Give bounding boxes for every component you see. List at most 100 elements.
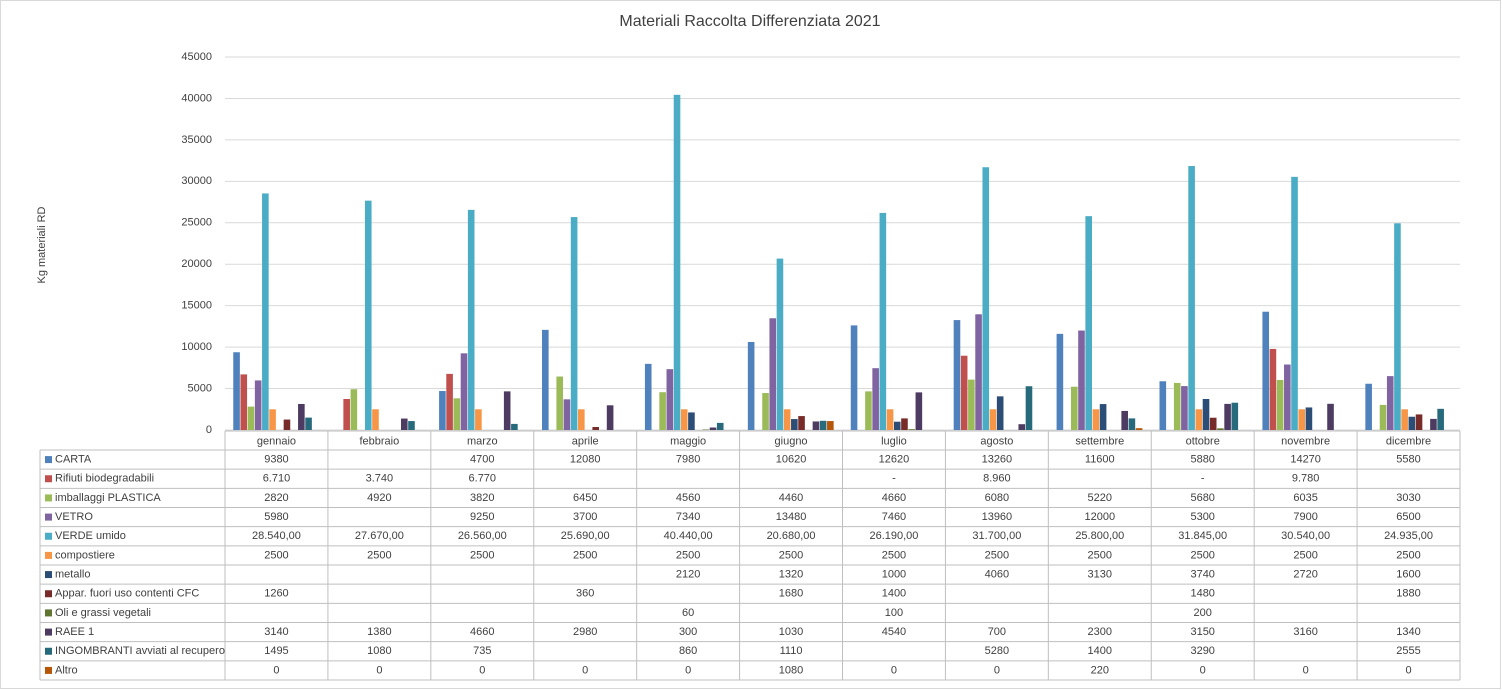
data-label: 13480 bbox=[776, 511, 807, 523]
data-label: 40.440,00 bbox=[664, 530, 713, 542]
data-label: 2500 bbox=[1088, 549, 1112, 561]
data-label: 2980 bbox=[573, 626, 597, 638]
x-tick-label: novembre bbox=[1281, 435, 1330, 447]
bar bbox=[975, 314, 982, 430]
bar bbox=[400, 418, 408, 430]
legend-label: INGOMBRANTI avviati al recupero bbox=[55, 645, 225, 657]
data-label: 7340 bbox=[676, 511, 700, 523]
bar bbox=[269, 409, 276, 430]
data-label: 3740 bbox=[1190, 568, 1214, 580]
bar bbox=[666, 369, 674, 430]
data-label: 0 bbox=[376, 664, 382, 676]
bar bbox=[1262, 311, 1270, 430]
bar bbox=[1298, 409, 1306, 430]
bar bbox=[1408, 416, 1416, 430]
bar bbox=[460, 353, 468, 430]
data-label: 5680 bbox=[1190, 492, 1214, 504]
bar bbox=[968, 379, 975, 430]
bar bbox=[1173, 382, 1181, 430]
data-label: 26.190,00 bbox=[869, 530, 918, 542]
data-label: 1260 bbox=[264, 588, 288, 600]
x-tick-label: maggio bbox=[670, 435, 706, 447]
bar bbox=[893, 421, 901, 430]
legend-label: RAEE 1 bbox=[55, 626, 94, 638]
bar bbox=[1269, 348, 1277, 430]
data-label: 6450 bbox=[573, 492, 597, 504]
data-label: 2500 bbox=[264, 549, 288, 561]
data-label: 1480 bbox=[1190, 588, 1214, 600]
bar bbox=[901, 418, 908, 430]
bar bbox=[1437, 408, 1444, 430]
x-tick-label: marzo bbox=[467, 435, 498, 447]
data-label: 5300 bbox=[1190, 511, 1214, 523]
legend-label: Altro bbox=[55, 664, 78, 676]
data-label: 7900 bbox=[1293, 511, 1317, 523]
bar bbox=[364, 200, 372, 430]
data-label: 1080 bbox=[367, 645, 391, 657]
bar bbox=[850, 325, 858, 430]
bar bbox=[1394, 223, 1401, 430]
bar bbox=[776, 258, 784, 430]
bar bbox=[659, 392, 666, 430]
bar bbox=[709, 427, 717, 430]
data-label: 2500 bbox=[367, 549, 391, 561]
data-label: 3030 bbox=[1396, 492, 1420, 504]
legend-key bbox=[45, 628, 52, 636]
legend-label: Oli e grassi vegetali bbox=[55, 607, 151, 619]
bar bbox=[343, 398, 350, 430]
y-tick-label: 45000 bbox=[181, 51, 212, 63]
data-label: 12000 bbox=[1084, 511, 1115, 523]
data-label: 2500 bbox=[882, 549, 906, 561]
data-label: 1880 bbox=[1396, 588, 1420, 600]
bar bbox=[439, 391, 446, 430]
bar bbox=[812, 421, 820, 430]
data-label: 360 bbox=[576, 588, 594, 600]
y-tick-label: 20000 bbox=[181, 258, 212, 270]
x-tick-label: agosto bbox=[980, 435, 1013, 447]
bar bbox=[996, 396, 1004, 430]
x-tick-label: luglio bbox=[881, 435, 907, 447]
bar bbox=[1018, 424, 1026, 430]
y-tick-label: 25000 bbox=[181, 217, 212, 229]
data-label: 1080 bbox=[779, 664, 803, 676]
bar bbox=[1430, 418, 1437, 430]
y-tick-label: 30000 bbox=[181, 175, 212, 187]
data-label: 1680 bbox=[779, 588, 803, 600]
data-label: 7980 bbox=[676, 453, 700, 465]
chart-title: Materiali Raccolta Differenziata 2021 bbox=[619, 13, 880, 30]
y-tick-label: 35000 bbox=[181, 134, 212, 146]
legend-label: imballaggi PLASTICA bbox=[55, 492, 161, 504]
data-label: 9250 bbox=[470, 511, 494, 523]
data-label: 11600 bbox=[1085, 453, 1115, 465]
legend-label: Rifiuti biodegradabili bbox=[55, 473, 154, 485]
data-label: 1600 bbox=[1396, 568, 1420, 580]
data-label: 0 bbox=[1405, 664, 1411, 676]
bar bbox=[747, 341, 755, 430]
data-label: 3820 bbox=[470, 492, 494, 504]
bar bbox=[475, 409, 482, 430]
data-label: 2120 bbox=[676, 568, 700, 580]
y-tick-label: 0 bbox=[206, 424, 212, 436]
bar bbox=[283, 419, 291, 430]
data-label: 25.690,00 bbox=[561, 530, 610, 542]
bar bbox=[1078, 330, 1085, 430]
data-label: 24.935,00 bbox=[1384, 530, 1433, 542]
bar bbox=[467, 209, 475, 430]
bar bbox=[915, 392, 923, 430]
data-label: 3290 bbox=[1190, 645, 1214, 657]
data-label: 4460 bbox=[779, 492, 803, 504]
data-label: 3150 bbox=[1190, 626, 1214, 638]
bar bbox=[1092, 409, 1100, 430]
x-tick-label: giugno bbox=[775, 435, 808, 447]
data-label: 12620 bbox=[879, 453, 910, 465]
data-label: 2500 bbox=[985, 549, 1009, 561]
data-label: 300 bbox=[679, 626, 697, 638]
bar bbox=[511, 423, 518, 430]
bar bbox=[872, 368, 879, 430]
bar bbox=[769, 318, 777, 430]
data-label: 6.770 bbox=[469, 473, 497, 485]
x-tick-label: ottobre bbox=[1186, 435, 1220, 447]
data-label: 220 bbox=[1091, 664, 1109, 676]
data-label: 1320 bbox=[779, 568, 803, 580]
data-label: 7460 bbox=[882, 511, 906, 523]
